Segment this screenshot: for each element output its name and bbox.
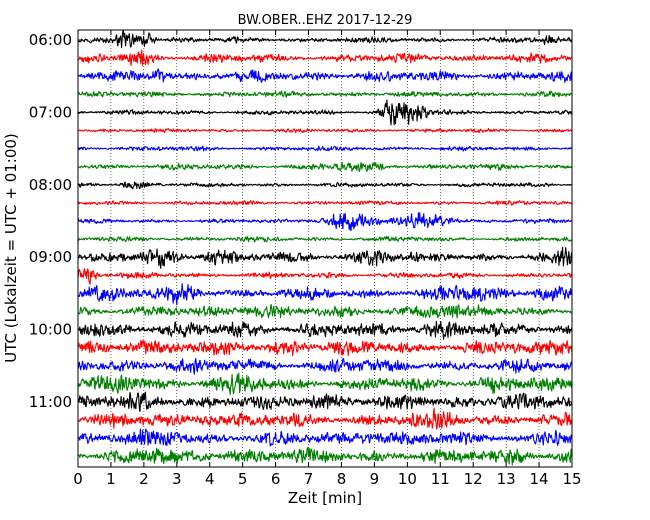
trace-line xyxy=(77,372,573,395)
trace-line xyxy=(77,303,573,319)
x-tick-label: 13 xyxy=(497,470,516,488)
x-tick-label: 7 xyxy=(304,470,314,488)
trace-line xyxy=(77,283,573,306)
trace-line xyxy=(77,68,573,83)
x-tick-label: 8 xyxy=(337,470,347,488)
x-tick-label: 15 xyxy=(562,470,581,488)
chart-title: BW.OBER..EHZ 2017-12-29 xyxy=(238,13,413,28)
x-tick-label: 4 xyxy=(205,470,215,488)
trace-line xyxy=(77,199,573,206)
trace-line xyxy=(77,246,573,269)
trace-group xyxy=(77,29,573,466)
y-tick-label: 06:00 xyxy=(29,31,72,49)
trace-line xyxy=(77,339,573,357)
trace-line xyxy=(77,127,573,134)
trace-line xyxy=(77,447,573,466)
y-tick-label: 07:00 xyxy=(29,103,72,121)
y-tick-label: 09:00 xyxy=(29,248,72,266)
x-tick-label: 5 xyxy=(238,470,248,488)
x-tick-label: 9 xyxy=(370,470,380,488)
y-tick-label: 10:00 xyxy=(29,321,72,339)
x-tick-label: 0 xyxy=(73,470,83,488)
trace-line xyxy=(77,181,573,190)
trace-line xyxy=(77,391,573,412)
y-axis-label: UTC (Lokalzeit = UTC + 01:00) xyxy=(2,133,20,363)
trace-line xyxy=(77,357,573,375)
y-tick-label: 08:00 xyxy=(29,176,72,194)
x-tick-label: 3 xyxy=(172,470,182,488)
x-axis-label: Zeit [min] xyxy=(288,489,362,507)
trace-line xyxy=(77,407,573,430)
trace-line xyxy=(77,99,573,126)
x-tick-label: 2 xyxy=(139,470,149,488)
x-tick-label: 6 xyxy=(271,470,281,488)
x-tick-label: 11 xyxy=(431,470,450,488)
trace-line xyxy=(77,49,573,66)
trace-line xyxy=(77,428,573,447)
plot-frame xyxy=(77,29,573,468)
trace-line xyxy=(77,29,573,49)
axis-ticks: 0 1 2 3 4 5 6 7 8 9 10 11 12 13 14 1506:0007:0008:0009:… xyxy=(29,30,582,488)
trace-line xyxy=(77,212,573,232)
trace-line xyxy=(77,145,573,152)
trace-line xyxy=(77,235,573,243)
trace-line xyxy=(77,268,573,285)
x-tick-label: 14 xyxy=(530,470,549,488)
x-tick-label: 1 xyxy=(106,470,116,488)
trace-line xyxy=(77,161,573,173)
trace-line xyxy=(77,90,573,98)
trace-line xyxy=(77,320,573,340)
x-tick-label: 10 xyxy=(398,470,417,488)
y-tick-label: 11:00 xyxy=(29,393,72,411)
x-tick-label: 12 xyxy=(464,470,483,488)
